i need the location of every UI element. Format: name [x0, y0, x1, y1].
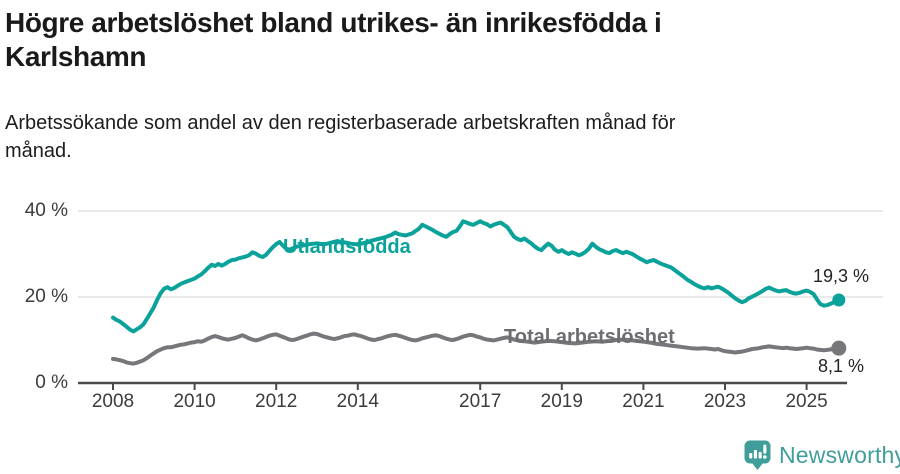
series-label-total-arbetsloshet: Total arbetslöshet [504, 326, 675, 348]
end-value-label-total: 8,1 % [817, 356, 865, 376]
newsworthy-bar-chart-bubble-icon [744, 440, 771, 470]
series-line [111, 219, 841, 334]
series-label-utlandsfodda: Utlandsfödda [283, 236, 411, 258]
x-axis-label: 2025 [785, 391, 828, 412]
x-axis-label: 2008 [91, 391, 135, 412]
newsworthy-logo[interactable]: Newsworthy [744, 440, 900, 471]
y-axis-label: 20 % [24, 286, 68, 307]
x-axis-label: 2014 [336, 391, 379, 412]
series-line [111, 331, 841, 366]
series-end-dot [832, 293, 846, 307]
x-axis-label: 2023 [703, 391, 747, 412]
series-end-dot [831, 340, 847, 356]
y-axis-label: 0 % [35, 372, 68, 393]
page-title: Högre arbetslöshet bland utrikes- än inr… [5, 7, 662, 72]
x-axis-label: 2010 [173, 391, 216, 412]
newsworthy-wordmark: Newsworthy [779, 442, 900, 468]
x-axis-label: 2017 [459, 391, 502, 412]
x-axis-label: 2012 [255, 391, 298, 412]
x-axis-label: 2019 [540, 391, 583, 412]
y-axis-label: 40 % [24, 200, 68, 221]
x-axis-label: 2021 [622, 391, 665, 412]
page-subtitle: Arbetssökande som andel av den registerb… [5, 112, 676, 163]
end-value-label-utlandsfodda: 19,3 % [812, 266, 870, 286]
